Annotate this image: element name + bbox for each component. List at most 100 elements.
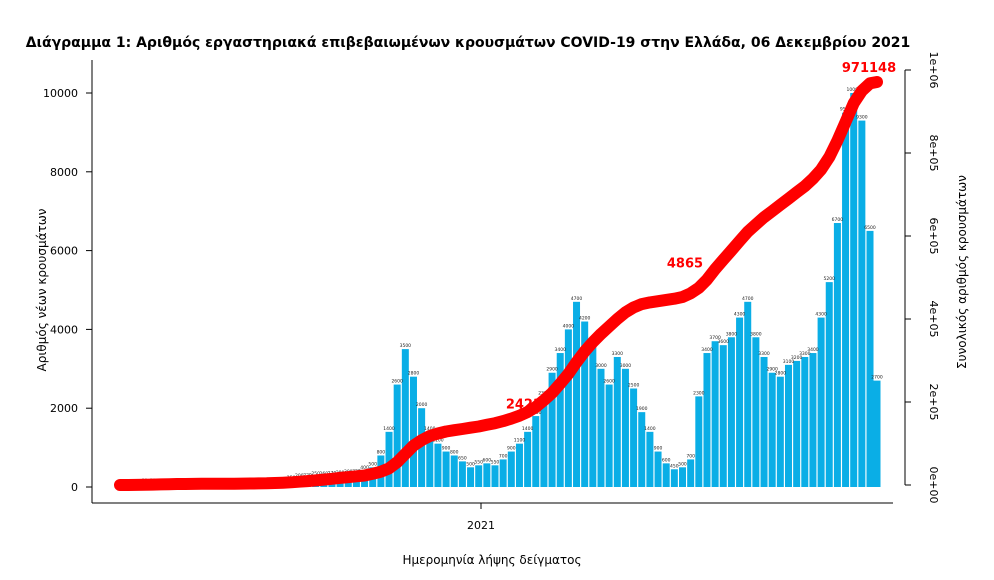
bar [761, 357, 768, 487]
bar-value-label: 500 [368, 461, 377, 467]
bar [516, 444, 523, 487]
bar-value-label: 500 [678, 461, 687, 467]
bar [410, 377, 417, 487]
cumulative-annotation: 4865 [667, 257, 703, 272]
bar-value-label: 600 [662, 457, 671, 463]
bar-value-label: 2000 [416, 402, 428, 408]
bar [687, 459, 694, 487]
bar-value-label: 3400 [701, 347, 713, 353]
bar [834, 223, 841, 487]
bar-value-label: 3000 [620, 363, 632, 369]
bar [451, 455, 458, 487]
bar-value-label: 3800 [726, 331, 738, 337]
bar-value-label: 3300 [612, 351, 624, 357]
bar [434, 444, 441, 487]
bar [671, 469, 678, 487]
bar [614, 357, 621, 487]
y-tick-label: 0 [71, 481, 78, 494]
bar-value-label: 3800 [750, 331, 762, 337]
bar-value-label: 2300 [693, 390, 705, 396]
bar-value-label: 5200 [824, 276, 836, 282]
bar [597, 369, 604, 487]
bar-value-label: 1400 [383, 426, 395, 432]
bar [712, 341, 719, 487]
bar-value-label: 1400 [644, 426, 656, 432]
bar-value-label: 2900 [546, 367, 558, 373]
bar-value-label: 3500 [400, 343, 412, 349]
bar-value-label: 3400 [554, 347, 566, 353]
bar [874, 381, 881, 487]
bar [867, 231, 874, 487]
bar-value-label: 2800 [408, 371, 420, 377]
bar-value-label: 2600 [391, 379, 403, 385]
y-axis-label: Αριθμός νέων κρουσμάτων [35, 208, 49, 371]
bar-value-label: 9300 [856, 115, 868, 121]
y2-tick-label: 4e+05 [927, 301, 940, 338]
bar-value-label: 900 [654, 446, 663, 452]
bar [801, 357, 808, 487]
y-tick-label: 10000 [43, 87, 78, 100]
bar-value-label: 3000 [595, 363, 607, 369]
bar [679, 467, 686, 487]
x-tick-label: 2021 [467, 519, 495, 532]
bar [443, 452, 450, 487]
bar-value-label: 4700 [571, 296, 583, 302]
bar-value-label: 1900 [636, 406, 648, 412]
bar [394, 385, 401, 487]
bar [663, 463, 670, 487]
bar [858, 121, 865, 487]
bar [500, 459, 507, 487]
bar-value-label: 4700 [742, 296, 754, 302]
y-tick-label: 2000 [50, 402, 78, 415]
bar-value-label: 4200 [579, 316, 591, 322]
y2-tick-label: 2e+05 [927, 384, 940, 421]
bar-value-label: 4300 [734, 312, 746, 318]
bar [769, 373, 776, 487]
bar [736, 318, 743, 487]
bar-value-label: 1100 [514, 438, 526, 444]
bar [606, 385, 613, 487]
x-axis-label: Ημερομηνία λήψης δείγματος [402, 553, 581, 567]
bar-value-label: 3400 [807, 347, 819, 353]
y-tick-label: 8000 [50, 166, 78, 179]
bar [850, 93, 857, 487]
bar [777, 377, 784, 487]
bar [744, 302, 751, 487]
bar [573, 302, 580, 487]
bar [793, 361, 800, 487]
bar [459, 461, 466, 487]
bar-value-label: 800 [377, 449, 386, 455]
bar [842, 113, 849, 487]
bar-value-label: 3600 [718, 339, 730, 345]
bar [785, 365, 792, 487]
cumulative-annotation: 971148 [842, 61, 896, 76]
bar [508, 452, 515, 487]
bar [402, 349, 409, 487]
bar [483, 463, 490, 487]
bar-value-label: 2800 [775, 371, 787, 377]
bar-value-label: 4000 [563, 323, 575, 329]
bar [809, 353, 816, 487]
bar-value-label: 700 [499, 453, 508, 459]
chart-title: Διάγραμμα 1: Αριθμός εργαστηριακά επιβεβ… [26, 35, 911, 51]
y2-axis-label: Συνολικός αριθμός κρουσμάτων [955, 175, 969, 369]
bar-value-label: 6700 [832, 217, 844, 223]
bar-value-label: 700 [686, 453, 695, 459]
bar-value-label: 2600 [603, 379, 615, 385]
bar-value-label: 650 [458, 455, 467, 461]
bar-value-label: 900 [507, 446, 516, 452]
bar-value-label: 2500 [628, 383, 640, 389]
bar-value-label: 2700 [871, 375, 883, 381]
bar [752, 337, 759, 487]
bar [638, 412, 645, 487]
bar [720, 345, 727, 487]
bar [818, 318, 825, 487]
bar-value-label: 6500 [864, 225, 876, 231]
y2-tick-label: 0e+00 [927, 467, 940, 504]
bar [655, 452, 662, 487]
bar-value-label: 1400 [522, 426, 534, 432]
bar [475, 465, 482, 487]
y2-tick-label: 8e+05 [927, 135, 940, 172]
bar-value-label: 800 [450, 449, 459, 455]
